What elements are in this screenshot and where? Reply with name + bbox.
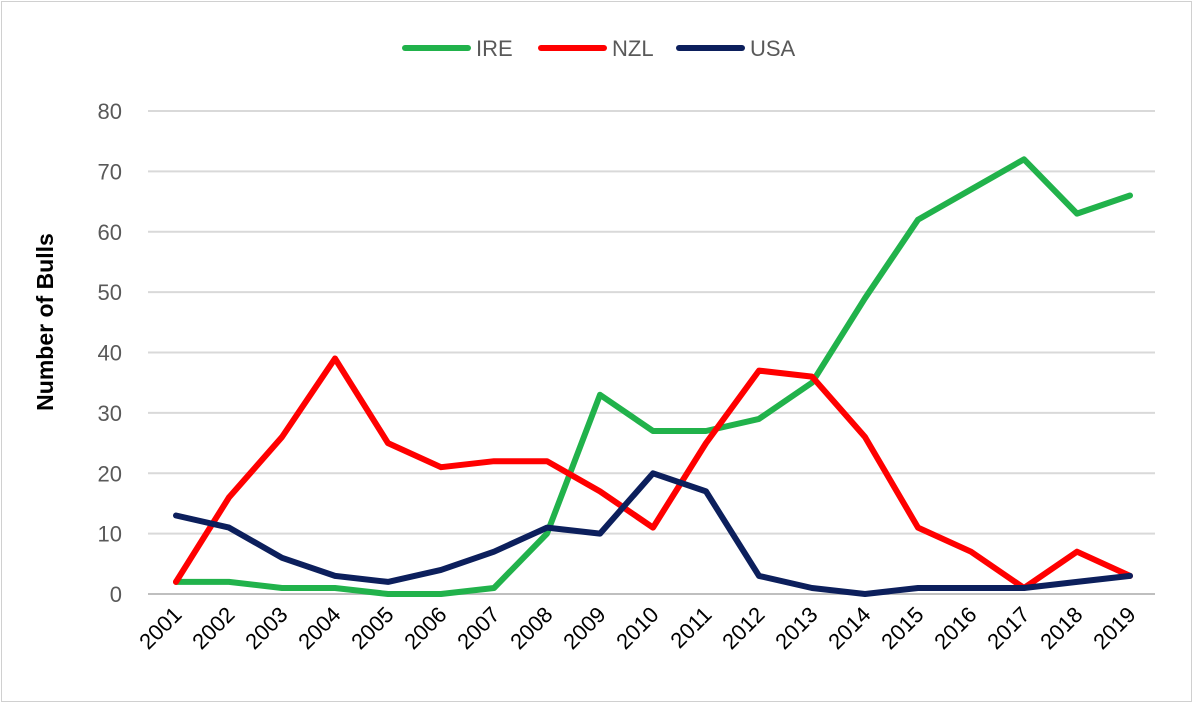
- x-axis-ticks: 2001 2002 2003 2004 2005 2006 2007 2008 2009 2010…: [134, 602, 1140, 654]
- x-tick-label: 2001: [134, 602, 186, 654]
- x-tick-label: 2013: [770, 602, 822, 654]
- x-tick-label: 2018: [1035, 602, 1087, 654]
- x-tick-label: 2003: [240, 602, 292, 654]
- y-tick-label: 30: [98, 401, 122, 426]
- series-lines: [173, 156, 1133, 597]
- series-line-usa: [173, 470, 1133, 597]
- series-line-ire: [173, 156, 1133, 597]
- x-tick-label: 2007: [452, 602, 504, 654]
- x-tick-label: 2016: [929, 602, 981, 654]
- y-axis-label: Number of Bulls: [32, 233, 58, 411]
- x-tick-label: 2005: [346, 602, 398, 654]
- x-tick-label: 2008: [505, 602, 557, 654]
- legend-label-nzl: NZL: [612, 36, 654, 61]
- series-line-nzl: [173, 355, 1133, 591]
- gridlines: [148, 110, 1155, 595]
- x-tick-label: 2010: [611, 602, 663, 654]
- x-tick-label: 2017: [982, 602, 1034, 654]
- x-tick-label: 2014: [823, 602, 875, 654]
- y-tick-label: 10: [98, 522, 122, 547]
- legend-label-ire: IRE: [476, 36, 513, 61]
- y-tick-label: 70: [98, 159, 122, 184]
- y-tick-label: 0: [110, 582, 122, 607]
- y-tick-label: 60: [98, 220, 122, 245]
- y-tick-label: 40: [98, 341, 122, 366]
- x-tick-label: 2011: [665, 602, 716, 653]
- y-tick-label: 20: [98, 461, 122, 486]
- y-axis-ticks: 0 10 20 30 40 50 60 70 80: [98, 99, 122, 607]
- legend: IRE NZL USA: [402, 36, 796, 61]
- x-tick-label: 2019: [1088, 602, 1140, 654]
- x-tick-label: 2012: [717, 602, 769, 654]
- y-tick-label: 80: [98, 99, 122, 124]
- x-tick-label: 2002: [187, 602, 239, 654]
- y-tick-label: 50: [98, 280, 122, 305]
- x-tick-label: 2006: [399, 602, 451, 654]
- x-tick-label: 2004: [293, 602, 345, 654]
- x-tick-label: 2015: [876, 602, 928, 654]
- legend-label-usa: USA: [750, 36, 796, 61]
- x-tick-label: 2009: [558, 602, 610, 654]
